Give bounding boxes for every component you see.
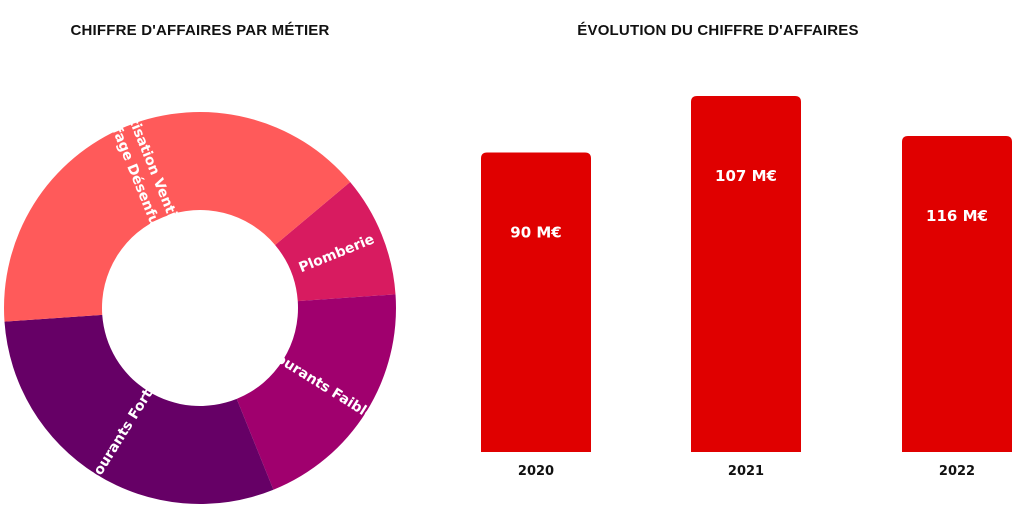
donut-slice	[275, 182, 396, 302]
donut-slice	[236, 294, 396, 490]
donut-slice	[4, 314, 274, 504]
x-tick-label: 2020	[518, 464, 554, 479]
donut-slice	[4, 111, 351, 322]
bar-2020	[481, 152, 591, 453]
bar-chart: 90 M€ 2020 107 M€ 2021 116 M€ 2022	[481, 96, 1012, 479]
bar-value-label: 116 M€	[926, 207, 988, 225]
bar-chart-title: ÉVOLUTION DU CHIFFRE D'AFFAIRES	[577, 22, 859, 39]
bar-value-label: 107 M€	[715, 167, 777, 185]
bar-2022	[902, 136, 1012, 452]
donut-chart-title: CHIFFRE D'AFFAIRES PAR MÉTIER	[70, 22, 330, 39]
bar-value-label: 90 M€	[510, 224, 561, 242]
bar-2021	[691, 96, 801, 452]
x-tick-label: 2021	[728, 464, 764, 479]
x-tick-label: 2022	[939, 464, 975, 479]
